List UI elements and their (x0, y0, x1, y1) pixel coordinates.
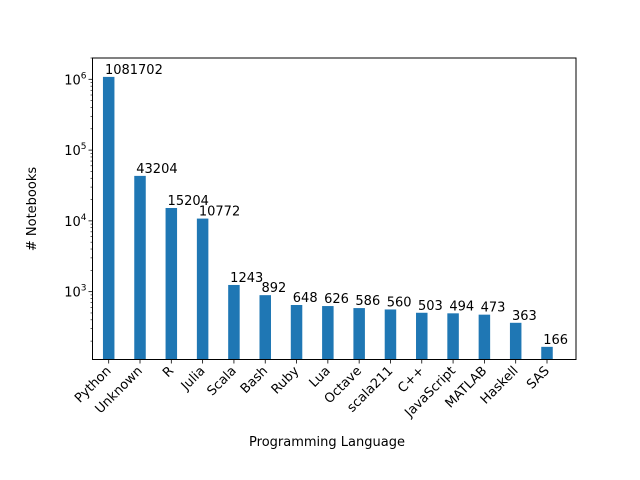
bar-bash (259, 295, 271, 360)
bar-matlab (478, 314, 491, 360)
x-tick-label: Bash (238, 364, 271, 397)
bar-unknown (134, 175, 146, 360)
x-axis-label: Programming Language (249, 435, 405, 450)
bar-sas (541, 346, 553, 360)
bar-lua (322, 306, 334, 360)
data-label: 503 (418, 299, 443, 314)
x-tick-label: Scala (204, 364, 239, 399)
bar-python (102, 76, 115, 360)
x-tick-label: SAS (524, 364, 553, 393)
data-label: 473 (481, 301, 506, 316)
x-tick-label: Ruby (269, 364, 303, 398)
y-axis: 103 104 105 106 (64, 57, 93, 342)
y-tick-label: 104 (64, 213, 87, 230)
bar-haskell (509, 322, 522, 360)
data-label: 1081702 (105, 63, 163, 78)
bar-r (165, 207, 178, 360)
y-tick-label: 106 (64, 71, 87, 88)
data-label: 1243 (230, 271, 263, 286)
bar-scala (228, 284, 240, 360)
bar-octave (353, 308, 365, 360)
data-label: 586 (355, 294, 380, 309)
data-label: 892 (261, 281, 286, 296)
bar-javascript (447, 313, 459, 360)
plot-frame (92, 57, 577, 360)
y-tick-label: 103 (64, 284, 86, 301)
data-label: 494 (449, 299, 474, 314)
data-label: 10772 (199, 205, 240, 220)
bar-ruby (290, 304, 303, 360)
data-label: 560 (387, 295, 412, 310)
x-tick-label: Lua (307, 364, 334, 391)
data-label: 626 (324, 292, 349, 307)
x-tick-label: Julia (178, 364, 209, 395)
y-axis-label: # Notebooks (25, 167, 40, 251)
data-label: 363 (512, 309, 537, 324)
x-tick-label: R (160, 364, 177, 381)
bars-layer (102, 76, 553, 360)
bar-c- (416, 312, 428, 360)
bar-julia (196, 218, 209, 360)
data-label: 43204 (136, 162, 177, 177)
bar-scala211 (384, 309, 397, 360)
y-tick-label: 105 (64, 142, 86, 159)
data-label: 648 (293, 291, 318, 306)
data-label: 166 (543, 333, 568, 348)
data-label: 15204 (168, 194, 209, 209)
